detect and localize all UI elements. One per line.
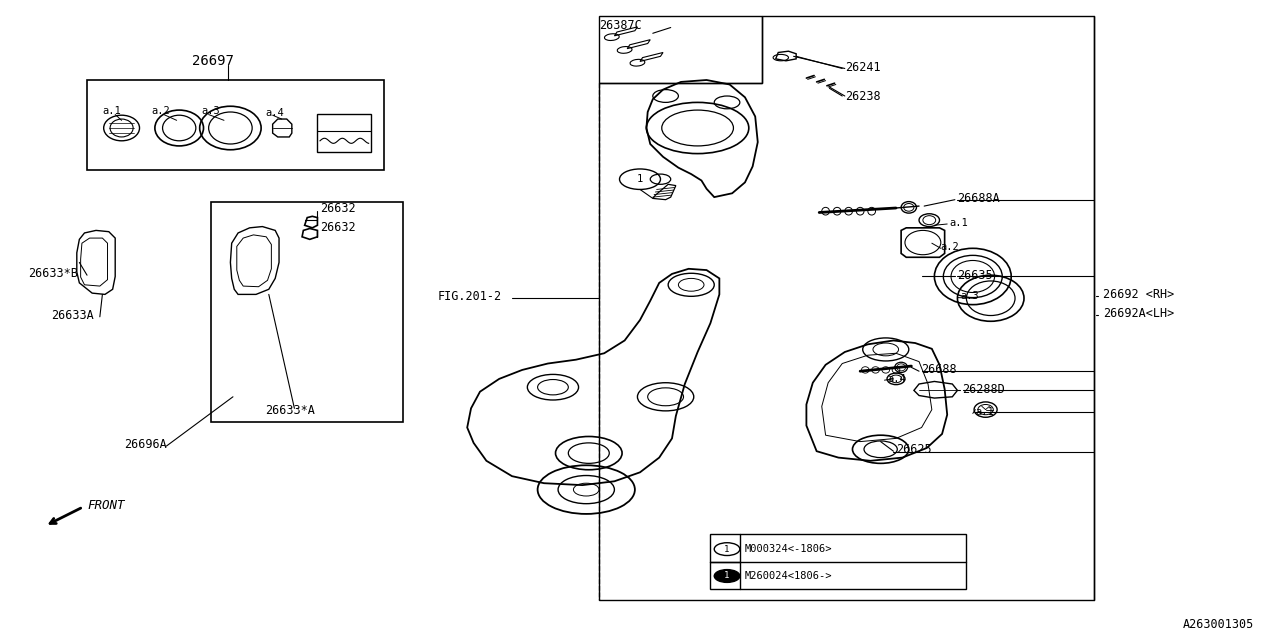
- Text: 26632: 26632: [320, 221, 356, 234]
- Bar: [317, 114, 371, 152]
- Text: 1: 1: [637, 174, 643, 184]
- Text: a.3: a.3: [960, 291, 979, 301]
- Text: 26697: 26697: [192, 54, 234, 68]
- Text: 26633*B: 26633*B: [28, 268, 78, 280]
- Text: M260024<1806->: M260024<1806->: [745, 571, 832, 581]
- Text: FIG.201-2: FIG.201-2: [438, 290, 502, 303]
- Text: 26635: 26635: [957, 269, 993, 282]
- Text: 26387C: 26387C: [599, 19, 641, 32]
- Circle shape: [714, 570, 740, 582]
- Bar: [87, 80, 384, 170]
- Text: a.1: a.1: [975, 407, 995, 417]
- Bar: [599, 16, 762, 83]
- Text: 26632: 26632: [320, 202, 356, 215]
- Text: FRONT: FRONT: [87, 499, 124, 512]
- Text: a.2: a.2: [941, 242, 960, 252]
- Text: a.4: a.4: [887, 374, 906, 384]
- Text: 26688A: 26688A: [957, 192, 1000, 205]
- Text: A263001305: A263001305: [1183, 618, 1254, 630]
- Text: 26633*A: 26633*A: [265, 404, 315, 417]
- Text: 26692A<LH>: 26692A<LH>: [1103, 307, 1175, 320]
- Text: 26625: 26625: [896, 444, 932, 456]
- Bar: [211, 202, 403, 422]
- Text: a.1: a.1: [102, 106, 122, 116]
- Text: 26241: 26241: [845, 61, 881, 74]
- Text: 26696A: 26696A: [124, 438, 166, 451]
- Bar: [710, 534, 966, 589]
- Text: 26633A: 26633A: [51, 309, 93, 322]
- Text: 1: 1: [724, 545, 730, 554]
- Text: 26692 <RH>: 26692 <RH>: [1103, 288, 1175, 301]
- Text: 26688: 26688: [922, 364, 957, 376]
- Text: 1: 1: [724, 572, 730, 580]
- Text: a.4: a.4: [265, 108, 284, 118]
- Text: 26288D: 26288D: [963, 383, 1005, 396]
- Text: M000324<-1806>: M000324<-1806>: [745, 544, 832, 554]
- Text: a.2: a.2: [151, 106, 170, 116]
- Text: 26238: 26238: [845, 90, 881, 102]
- Text: a.1: a.1: [950, 218, 969, 228]
- Text: a.3: a.3: [201, 106, 220, 116]
